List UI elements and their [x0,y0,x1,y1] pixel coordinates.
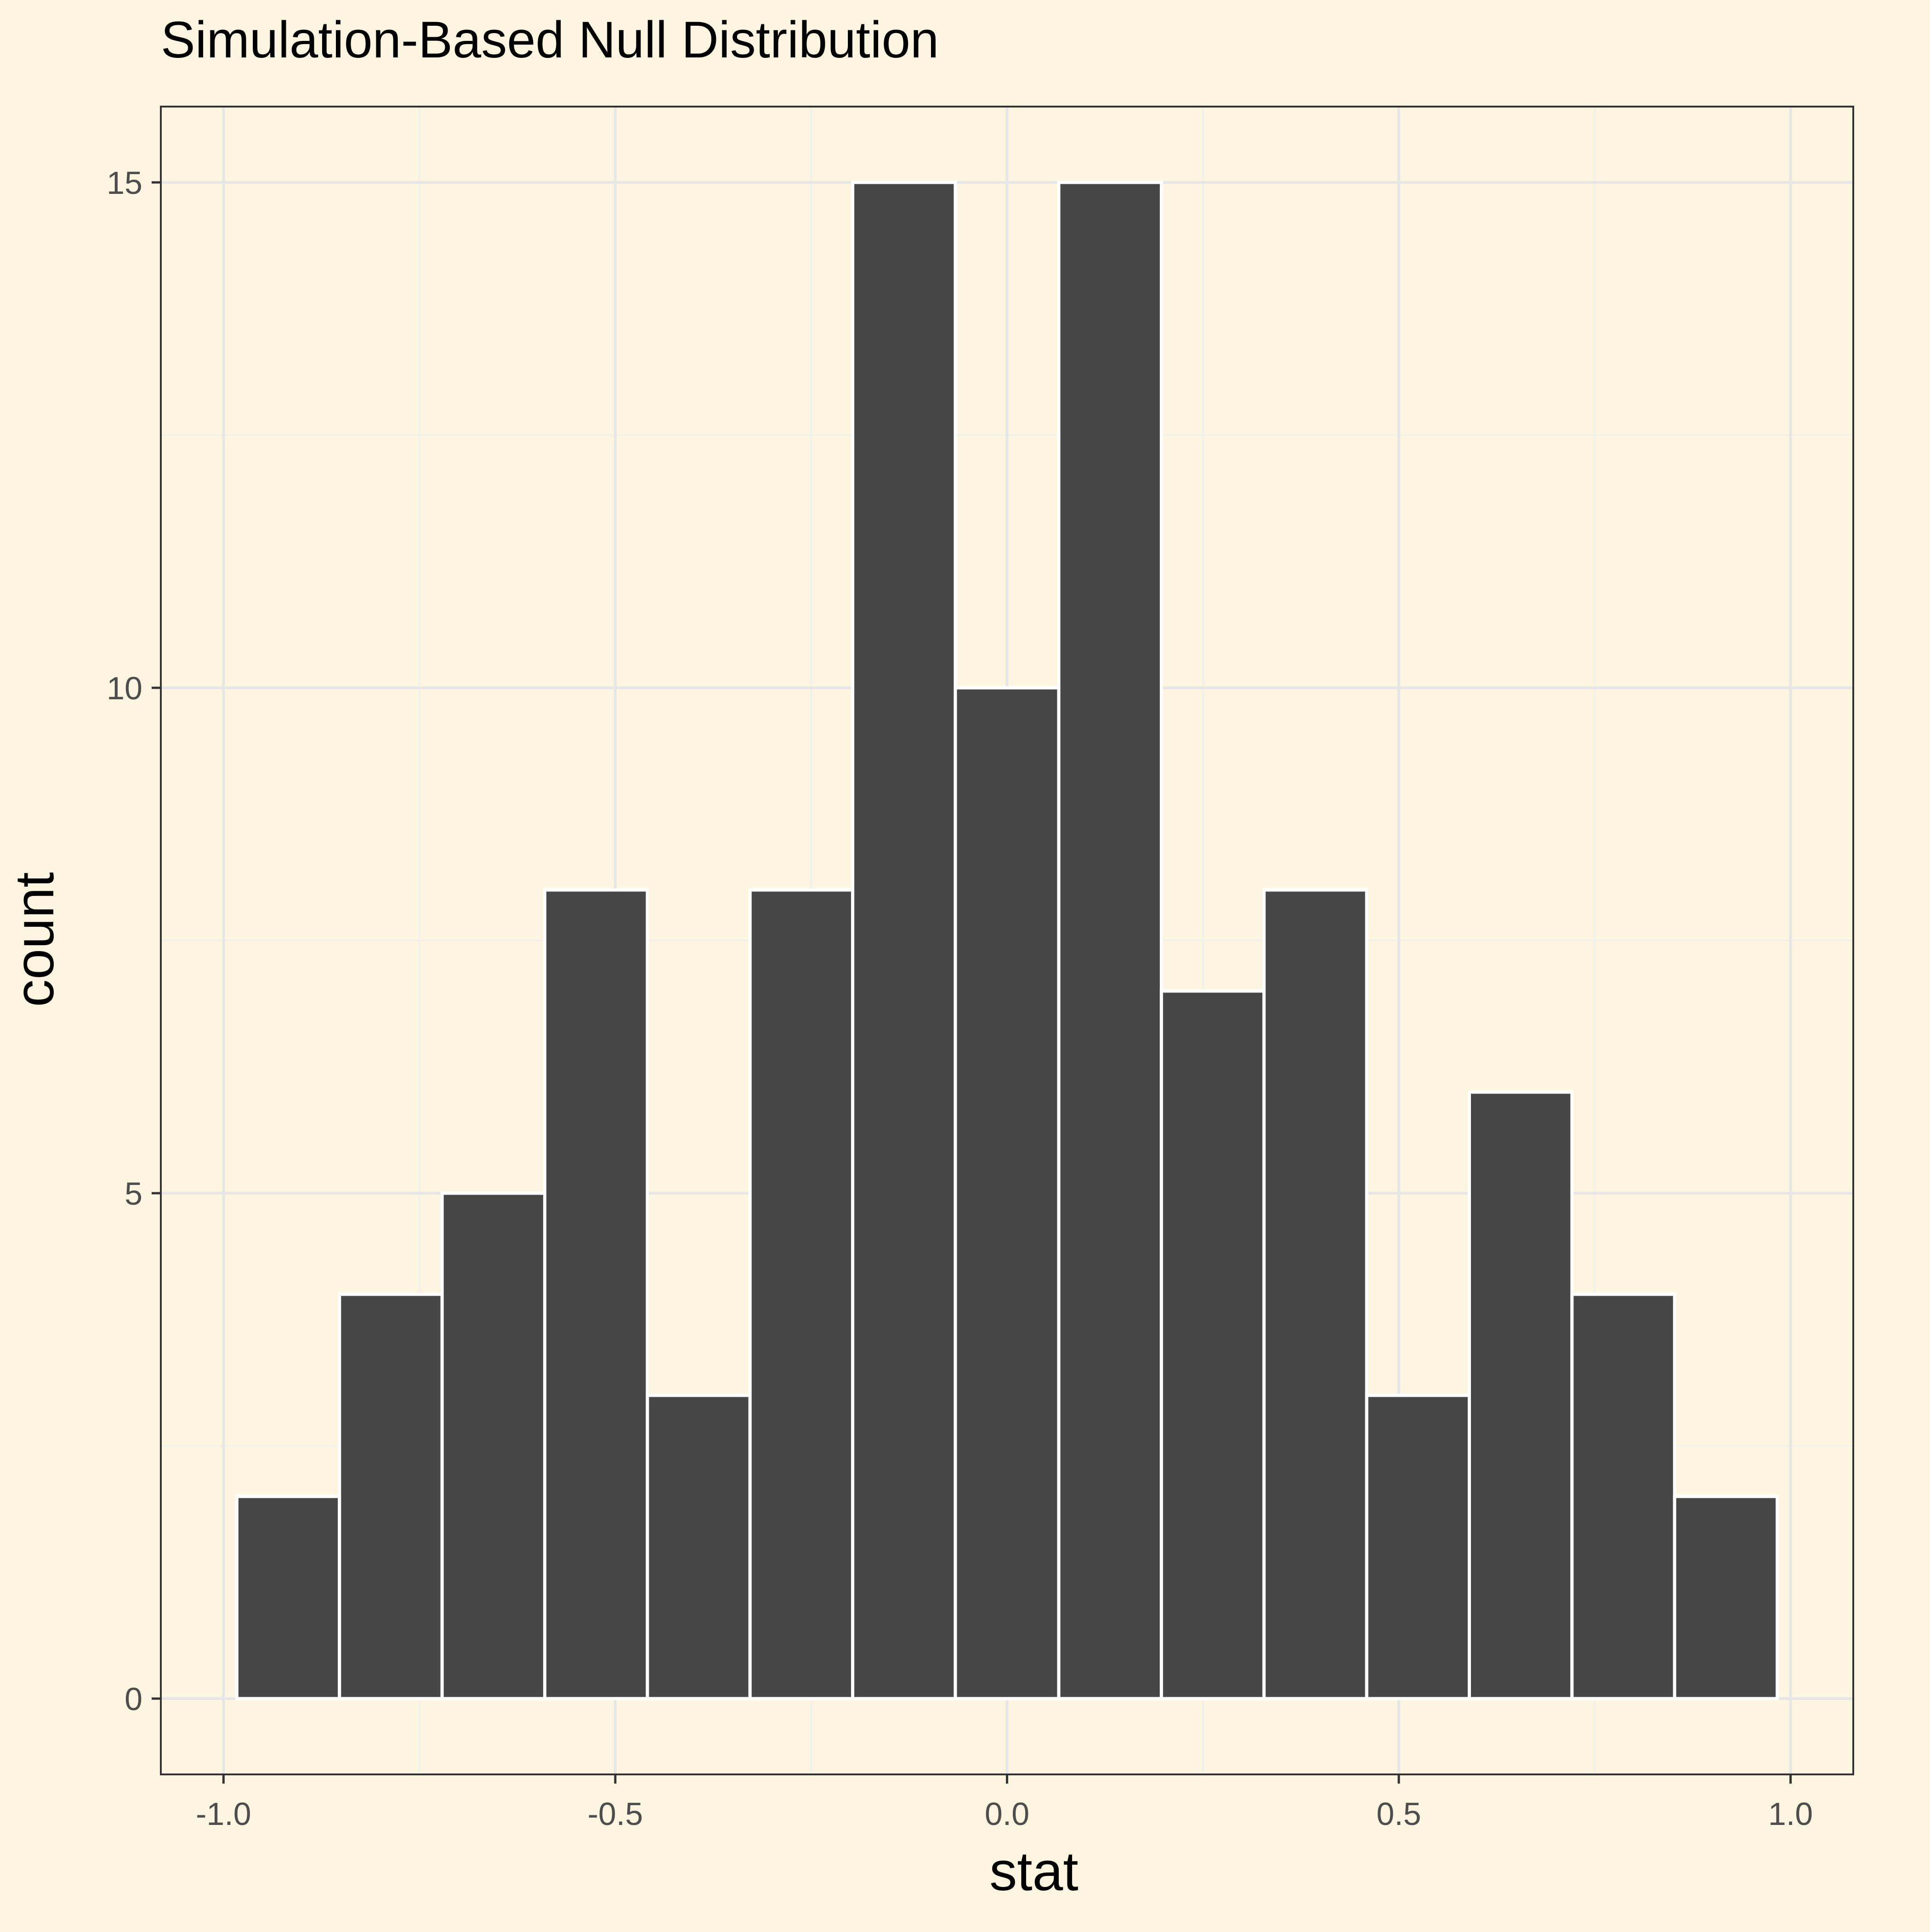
histogram-bar [1057,181,1163,1700]
y-axis-label: count [4,872,65,1007]
y-tick-label: 0 [125,1681,142,1717]
y-tick-label: 15 [107,165,142,201]
histogram-bar [1570,1292,1676,1700]
histogram-bar [954,686,1061,1700]
x-tick-label: 0.5 [1376,1796,1421,1832]
x-tick-label: 0.0 [985,1796,1029,1832]
histogram-bar [1159,989,1266,1700]
histogram-bar [1365,1394,1471,1700]
histogram-bar [851,181,957,1700]
y-tick-label: 5 [125,1176,142,1212]
histogram-bar [748,888,855,1700]
histogram-bar [1468,1090,1574,1700]
histogram-bar [1262,888,1368,1700]
histogram-bar [338,1292,444,1700]
plot-panel: -1.0 -0.5 0.0 0.5 1.0 0 5 10 15 [107,106,1854,1832]
x-tick-label: -1.0 [196,1796,251,1832]
histogram-bar [1673,1495,1779,1700]
x-tick-label: -0.5 [588,1796,643,1832]
x-axis-label: stat [989,1841,1078,1902]
histogram-bar [543,888,649,1700]
histogram-bar [235,1495,341,1700]
y-tick-label: 10 [107,670,142,706]
x-tick-label: 1.0 [1768,1796,1813,1832]
histogram-bar [440,1191,546,1700]
histogram-bar [646,1394,752,1700]
chart-title: Simulation-Based Null Distribution [161,11,939,68]
